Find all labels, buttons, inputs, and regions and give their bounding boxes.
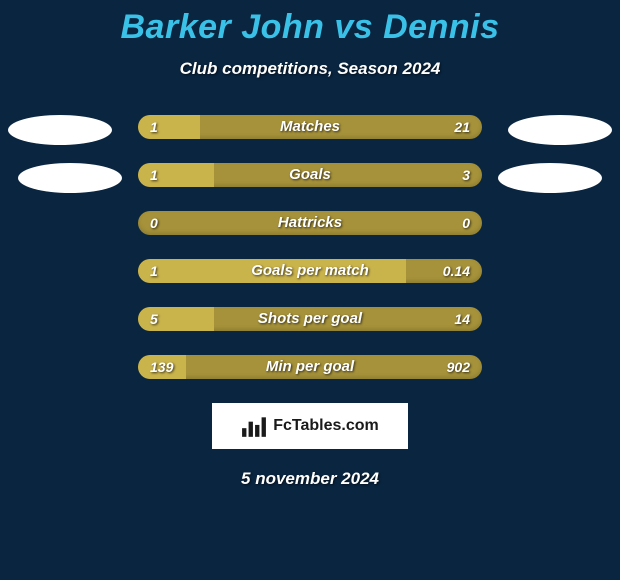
bar-track: 1 21 Matches	[138, 115, 482, 139]
value-left: 1	[150, 259, 158, 283]
bar-track: 1 0.14 Goals per match	[138, 259, 482, 283]
stat-label: Goals	[289, 163, 331, 187]
bar-track: 139 902 Min per goal	[138, 355, 482, 379]
value-left: 5	[150, 307, 158, 331]
stat-label: Min per goal	[266, 355, 354, 379]
bar-left-fill	[138, 115, 200, 139]
date-label: 5 november 2024	[0, 469, 620, 489]
bar-track: 0 0 Hattricks	[138, 211, 482, 235]
stat-label: Hattricks	[278, 211, 342, 235]
stat-row: 1 3 Goals	[0, 163, 620, 187]
value-right: 902	[447, 355, 470, 379]
stat-label: Goals per match	[251, 259, 369, 283]
value-left: 1	[150, 163, 158, 187]
value-right: 3	[462, 163, 470, 187]
bar-chart-icon	[241, 415, 267, 437]
value-right: 0.14	[443, 259, 470, 283]
stat-row: 139 902 Min per goal	[0, 355, 620, 379]
value-left: 0	[150, 211, 158, 235]
fctables-logo[interactable]: FcTables.com	[212, 403, 408, 449]
stat-row: 1 0.14 Goals per match	[0, 259, 620, 283]
comparison-chart: 1 21 Matches 1 3 Goals 0 0 Hattricks 1 0.14 Goals p…	[0, 115, 620, 379]
stat-row: 5 14 Shots per goal	[0, 307, 620, 331]
value-left: 139	[150, 355, 173, 379]
stat-row: 1 21 Matches	[0, 115, 620, 139]
bar-track: 1 3 Goals	[138, 163, 482, 187]
value-right: 0	[462, 211, 470, 235]
stat-label: Shots per goal	[258, 307, 362, 331]
page-title: Barker John vs Dennis	[0, 0, 620, 47]
subtitle: Club competitions, Season 2024	[0, 59, 620, 79]
stat-label: Matches	[280, 115, 340, 139]
bar-track: 5 14 Shots per goal	[138, 307, 482, 331]
value-right: 21	[454, 115, 470, 139]
value-left: 1	[150, 115, 158, 139]
value-right: 14	[454, 307, 470, 331]
stat-row: 0 0 Hattricks	[0, 211, 620, 235]
logo-text: FcTables.com	[273, 417, 379, 435]
